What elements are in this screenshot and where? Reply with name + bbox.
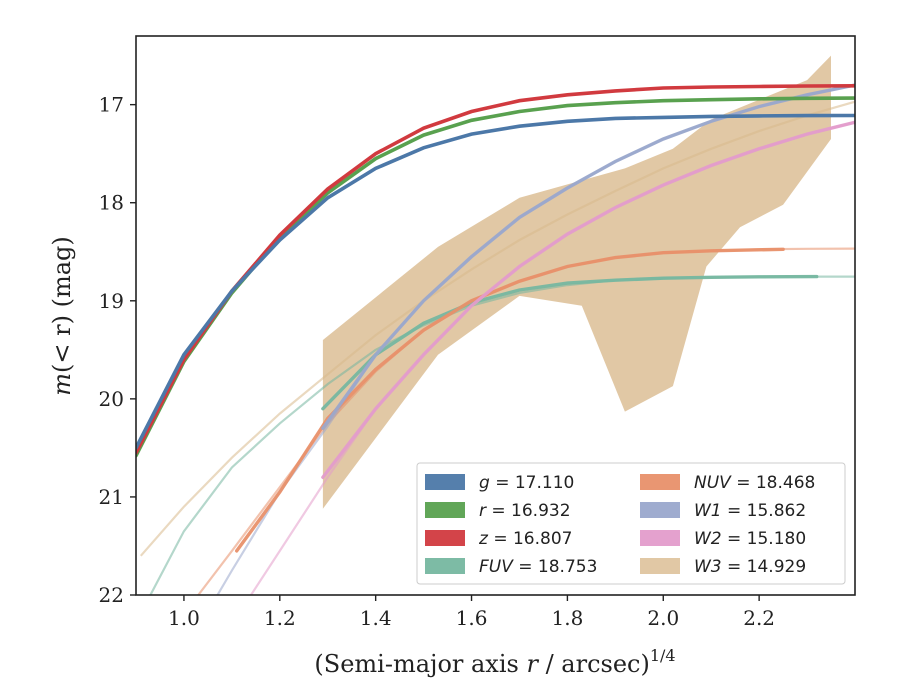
plot-frame (135, 35, 856, 596)
legend-swatch (640, 474, 680, 490)
x-axis-label-exponent: 1/4 (650, 646, 676, 665)
legend-swatch (640, 558, 680, 574)
x-tick-label: 1.6 (456, 606, 488, 630)
x-tick-label: 1.8 (551, 606, 583, 630)
series-line-5 (321, 83, 855, 430)
x-axis: 1.0 1.2 1.4 1.6 1.8 2.0 2.2 (168, 595, 775, 630)
plot-area (136, 55, 855, 595)
legend-label: FUV = 18.753 (479, 557, 597, 577)
x-axis-label-var: r (526, 650, 539, 678)
legend-swatch (425, 502, 465, 518)
y-axis-label-mid: (< r) (48, 315, 76, 373)
y-tick-label: 21 (99, 485, 124, 509)
legend-swatch (425, 474, 465, 490)
legend-label: z = 16.807 (478, 529, 572, 549)
y-tick-label: 22 (99, 583, 124, 607)
y-axis-label-pre: m (48, 373, 76, 396)
series-fit-line-7 (139, 100, 855, 557)
x-axis-label: (Semi-major axis r / arcsec)1/4 (314, 646, 675, 678)
y-tick-label: 17 (99, 93, 124, 117)
legend-label: W1 = 15.862 (694, 501, 806, 521)
legend-swatch (640, 530, 680, 546)
x-tick-label: 1.4 (360, 606, 392, 630)
y-axis: 17 18 19 20 21 22 (99, 93, 136, 607)
y-axis-label: m(< r) (mag) (48, 236, 76, 396)
legend-label: W3 = 14.929 (694, 557, 806, 577)
series-line-0 (136, 113, 855, 450)
y-axis-label-post: (mag) (48, 236, 76, 315)
legend-label: NUV = 18.468 (694, 473, 815, 493)
y-tick-label: 20 (99, 387, 124, 411)
x-tick-label: 2.0 (647, 606, 679, 630)
legend-swatch (425, 558, 465, 574)
legend-swatch (640, 502, 680, 518)
x-axis-label-rest: / arcsec) (538, 650, 650, 678)
legend-label: r = 16.932 (479, 501, 571, 521)
x-tick-label: 1.0 (168, 606, 200, 630)
legend-frame (416, 462, 846, 585)
legend-label: W2 = 15.180 (694, 529, 806, 549)
x-tick-label: 1.2 (264, 606, 296, 630)
legend-swatch (425, 530, 465, 546)
legend: g = 17.110 r = 16.932 z = 16.807 FUV = 18.7… (416, 462, 846, 585)
legend-label: g = 17.110 (479, 473, 574, 493)
x-axis-label-text: (Semi-major axis (314, 650, 526, 678)
series-line-3 (321, 274, 819, 411)
series-line-6 (321, 120, 855, 479)
x-tick-label: 2.2 (743, 606, 775, 630)
series-line-4 (235, 247, 785, 553)
y-tick-label: 19 (99, 289, 124, 313)
y-tick-label: 18 (99, 191, 124, 215)
